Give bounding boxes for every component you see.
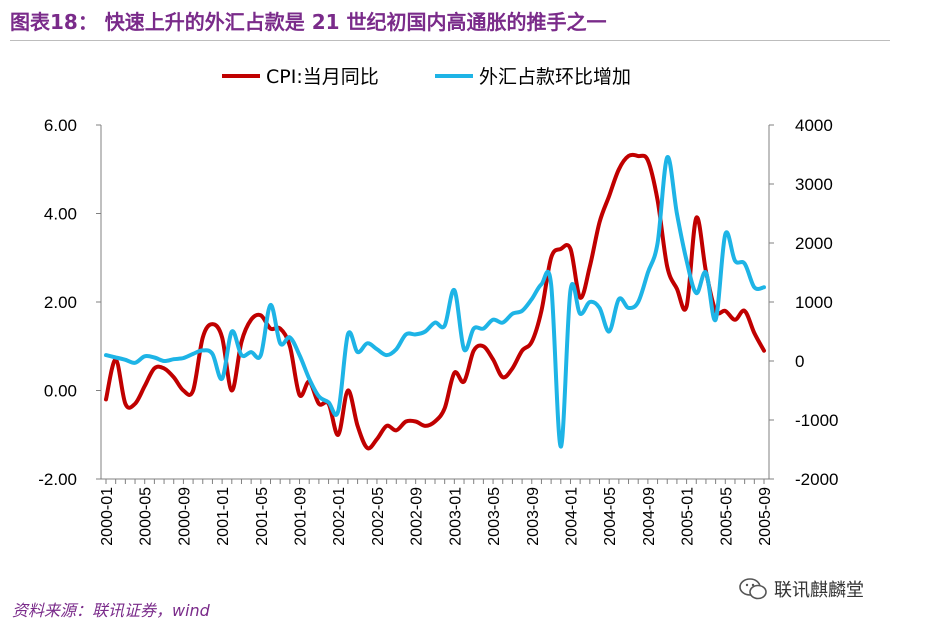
legend-label-cpi: CPI:当月同比 <box>266 66 379 88</box>
x-tick-label: 2005-05 <box>718 487 735 546</box>
title-divider <box>10 40 890 41</box>
cpi-series-line <box>104 152 766 451</box>
right-tick-label: 2000 <box>795 234 833 253</box>
x-tick-label: 2005-09 <box>757 487 774 546</box>
legend: CPI:当月同比 外汇占款环比增加 <box>222 66 631 88</box>
right-tick-label: 3000 <box>795 175 833 194</box>
x-tick-label: 2000-01 <box>99 487 116 546</box>
source-note: 资料来源：联讯证券，wind <box>12 601 210 620</box>
watermark-text: 联讯麒麟堂 <box>774 580 864 601</box>
x-tick-label: 2001-09 <box>293 487 310 546</box>
x-tick-label: 2005-01 <box>680 487 697 546</box>
x-tick-label: 2002-01 <box>331 487 348 546</box>
axes-group: -2.00 0.00 2.00 4.00 6.00 -2000 -1000 0 1000 2000… <box>38 116 838 546</box>
wechat-icon <box>739 578 767 600</box>
x-tick-label: 2000-05 <box>138 487 155 546</box>
x-tick-label: 2002-09 <box>409 487 426 546</box>
x-tick-label: 2001-01 <box>215 487 232 546</box>
x-tick-label: 2002-05 <box>370 487 387 546</box>
right-tick-label: 0 <box>795 352 804 371</box>
left-tick-label: 6.00 <box>44 116 77 135</box>
x-tick-label: 2000-09 <box>176 487 193 546</box>
left-tick-label: 4.00 <box>44 205 77 224</box>
left-tick-label: -2.00 <box>38 470 77 489</box>
series-lines <box>104 152 766 451</box>
fx-series-line <box>104 155 766 449</box>
x-tick-label: 2003-01 <box>447 487 464 546</box>
left-tick-label: 2.00 <box>44 293 77 312</box>
right-tick-label: -1000 <box>795 411 838 430</box>
x-tick-label: 2003-05 <box>486 487 503 546</box>
right-tick-label: -2000 <box>795 470 838 489</box>
left-tick-label: 0.00 <box>44 382 77 401</box>
figure-title: 图表18： 快速上升的外汇占款是 21 世纪初国内高通胀的推手之一 <box>10 10 607 34</box>
right-tick-label: 4000 <box>795 116 833 135</box>
right-tick-label: 1000 <box>795 293 833 312</box>
watermark: 联讯麒麟堂 <box>738 576 864 602</box>
x-tick-label: 2001-05 <box>254 487 271 546</box>
x-tick-label: 2004-05 <box>602 487 619 546</box>
x-tick-label: 2003-09 <box>525 487 542 546</box>
x-tick-label: 2004-01 <box>563 487 580 546</box>
legend-label-fx: 外汇占款环比增加 <box>479 66 631 88</box>
x-tick-label: 2004-09 <box>641 487 658 546</box>
